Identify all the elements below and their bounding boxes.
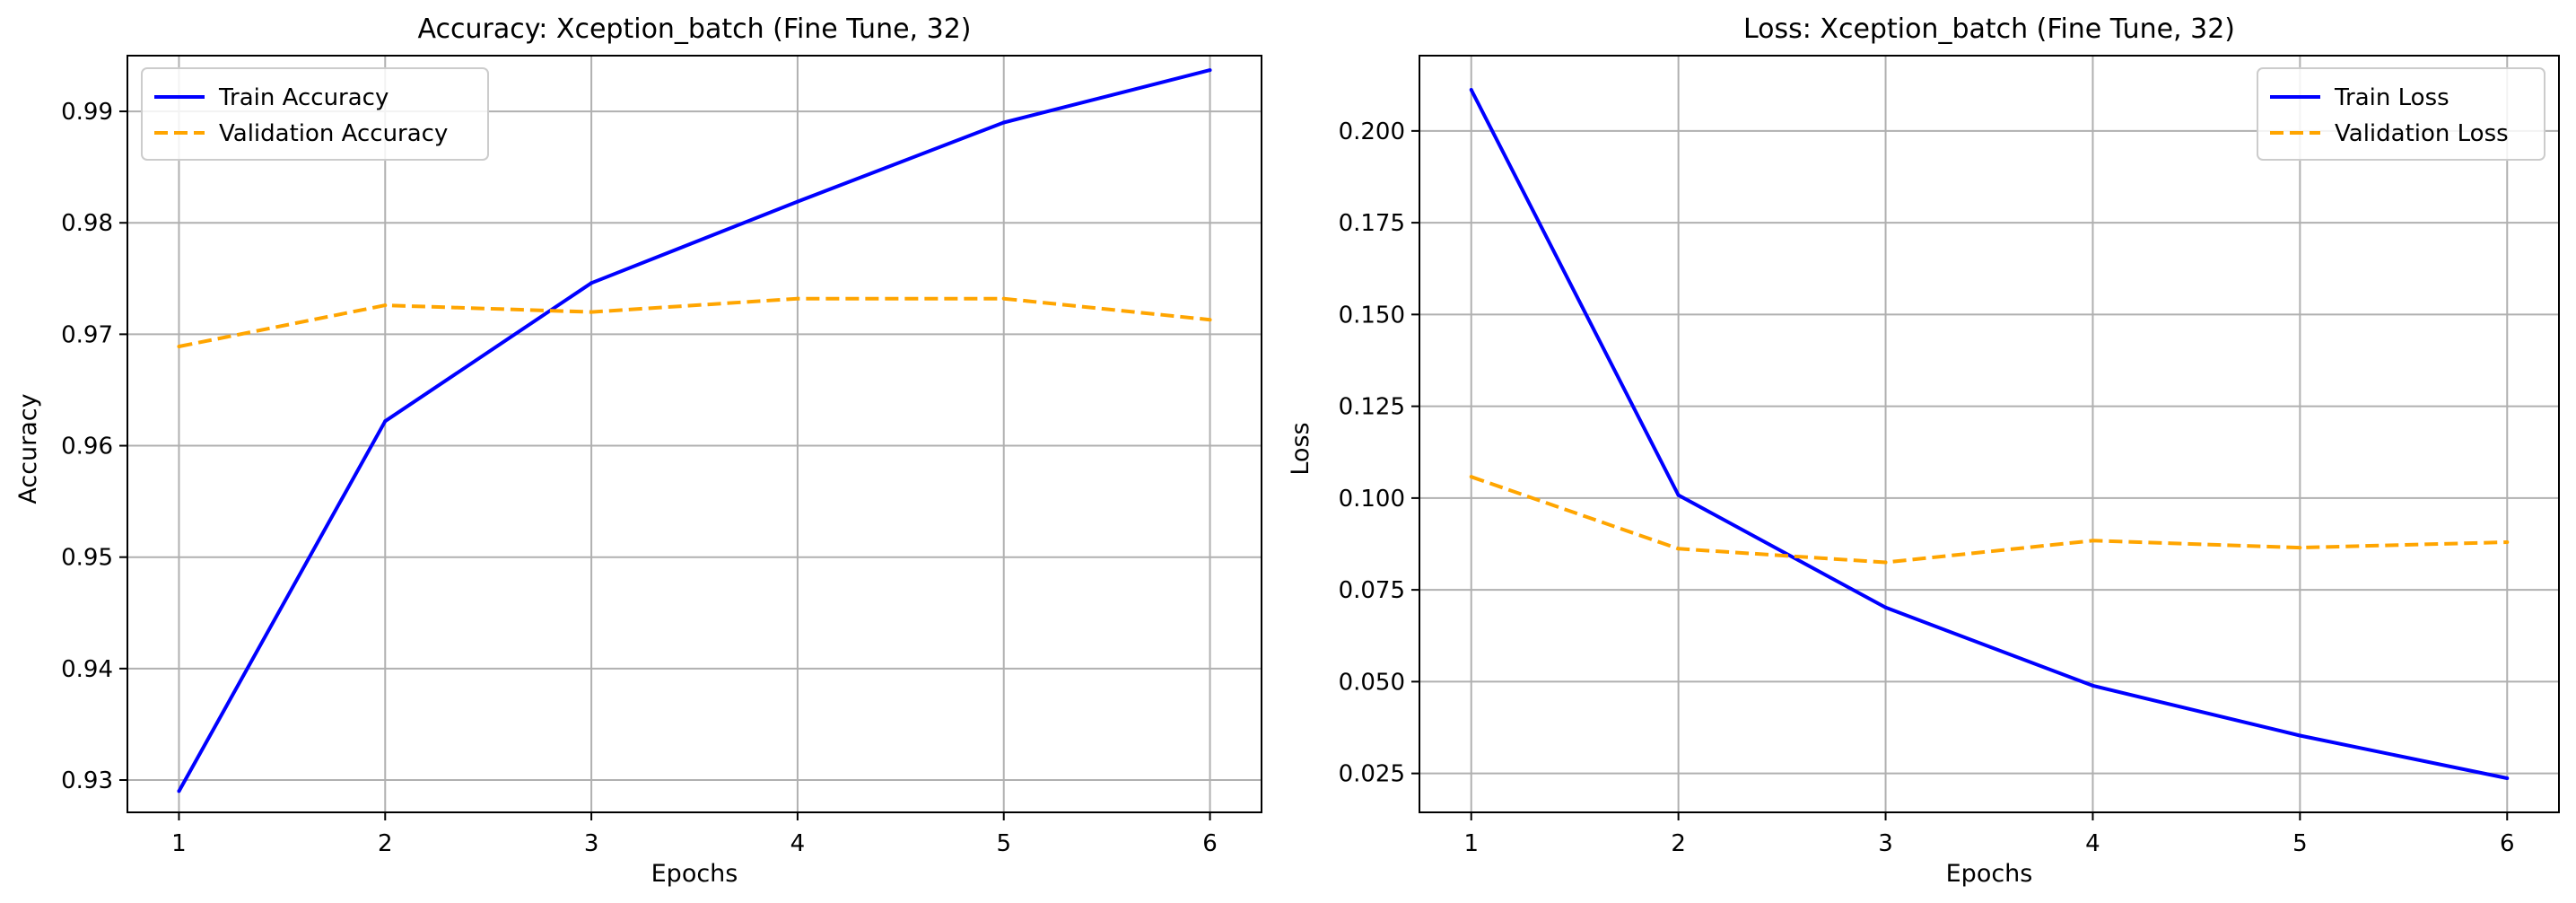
loss-y-tick-label: 0.125 (1339, 394, 1405, 421)
loss-data-point-train (1883, 605, 1888, 609)
loss-y-tick-label: 0.025 (1339, 761, 1405, 788)
loss-chart-xlabel: Epochs (1946, 860, 2033, 888)
accuracy-chart-ylabel: Accuracy (14, 393, 42, 504)
loss-data-point-validation (1883, 560, 1888, 565)
loss-data-point-validation (2298, 546, 2302, 550)
accuracy-y-tick-label: 0.95 (61, 545, 113, 572)
loss-x-tick-label: 4 (2085, 830, 2100, 857)
accuracy-x-tick-label: 2 (378, 830, 393, 857)
loss-data-point-train (1676, 493, 1681, 497)
accuracy-x-tick-label: 3 (584, 830, 599, 857)
accuracy-series-line-validation (179, 296, 1210, 348)
loss-y-tick-label: 0.050 (1339, 669, 1405, 696)
accuracy-legend-box (141, 67, 489, 161)
accuracy-legend-label: Validation Accuracy (219, 120, 448, 147)
loss-x-tick-label: 5 (2292, 830, 2308, 857)
accuracy-axes-frame (127, 55, 1262, 813)
loss-data-point-validation (1676, 547, 1681, 551)
accuracy-y-tick-label: 0.96 (61, 434, 113, 460)
loss-data-point-validation (1469, 475, 1473, 479)
loss-legend-box (2257, 67, 2545, 161)
accuracy-series-line-train (177, 68, 1210, 793)
loss-x-tick-label: 6 (2500, 830, 2515, 857)
accuracy-data-point-train (383, 419, 388, 424)
loss-y-tick-label: 0.175 (1339, 210, 1405, 237)
accuracy-x-tick-label: 1 (171, 830, 187, 857)
loss-y-tick-label: 0.100 (1339, 486, 1405, 513)
accuracy-data-point-validation (383, 303, 388, 308)
loss-data-point-train (2091, 683, 2095, 688)
accuracy-data-point-train (177, 789, 181, 793)
loss-data-point-validation (2091, 539, 2095, 543)
loss-data-point-train (2298, 733, 2302, 738)
accuracy-y-tick-label: 0.99 (61, 99, 113, 126)
accuracy-chart: Accuracy: Xception_batch (Fine Tune, 32)… (14, 13, 1262, 888)
accuracy-data-point-validation (1208, 318, 1212, 322)
loss-x-tick-label: 2 (1671, 830, 1686, 857)
accuracy-data-point-validation (177, 345, 181, 349)
loss-axes-frame (1419, 55, 2560, 813)
loss-chart-plot-area: 1 2 3 4 5 6 0.025 0.050 0.075 0.100 0.125 0.150 0.17… (1339, 55, 2560, 857)
loss-chart-title: Loss: Xception_batch (Fine Tune, 32) (1743, 13, 2235, 45)
accuracy-data-point-validation (589, 310, 594, 314)
loss-legend-label: Train Loss (2334, 84, 2449, 111)
loss-series-line-validation (1471, 475, 2508, 565)
accuracy-data-point-train (795, 199, 799, 204)
loss-x-tick-label: 3 (1878, 830, 1893, 857)
loss-y-tick-label: 0.150 (1339, 302, 1405, 329)
loss-series-line-train (1469, 89, 2508, 780)
accuracy-chart-title: Accuracy: Xception_batch (Fine Tune, 32) (418, 13, 972, 45)
loss-legend-label: Validation Loss (2335, 120, 2509, 147)
loss-data-point-train (1469, 88, 1473, 92)
accuracy-data-point-train (589, 281, 594, 285)
accuracy-y-tick-label: 0.97 (61, 321, 113, 348)
accuracy-x-tick-label: 5 (996, 830, 1011, 857)
loss-data-point-validation (2505, 539, 2510, 544)
accuracy-data-point-train (1208, 68, 1212, 73)
accuracy-y-tick-label: 0.98 (61, 210, 113, 237)
accuracy-chart-xlabel: Epochs (651, 860, 738, 888)
loss-chart-ylabel: Loss (1287, 422, 1314, 475)
loss-y-tick-label: 0.075 (1339, 577, 1405, 604)
loss-chart: Loss: Xception_batch (Fine Tune, 32) Epo… (1287, 13, 2560, 888)
accuracy-y-tick-label: 0.94 (61, 656, 113, 683)
loss-y-tick-label: 0.200 (1339, 118, 1405, 145)
accuracy-x-tick-label: 4 (790, 830, 806, 857)
accuracy-chart-plot-area: 1 2 3 4 5 6 0.93 0.94 0.95 0.96 0.97 0.98 0.99 Train … (61, 55, 1262, 857)
accuracy-x-tick-label: 6 (1202, 830, 1218, 857)
loss-data-point-train (2505, 776, 2510, 780)
accuracy-legend-label: Train Accuracy (218, 84, 389, 111)
accuracy-y-tick-label: 0.93 (61, 767, 113, 794)
accuracy-data-point-train (1001, 120, 1006, 125)
accuracy-data-point-validation (1001, 296, 1006, 301)
accuracy-data-point-validation (795, 296, 799, 301)
loss-x-tick-label: 1 (1463, 830, 1479, 857)
